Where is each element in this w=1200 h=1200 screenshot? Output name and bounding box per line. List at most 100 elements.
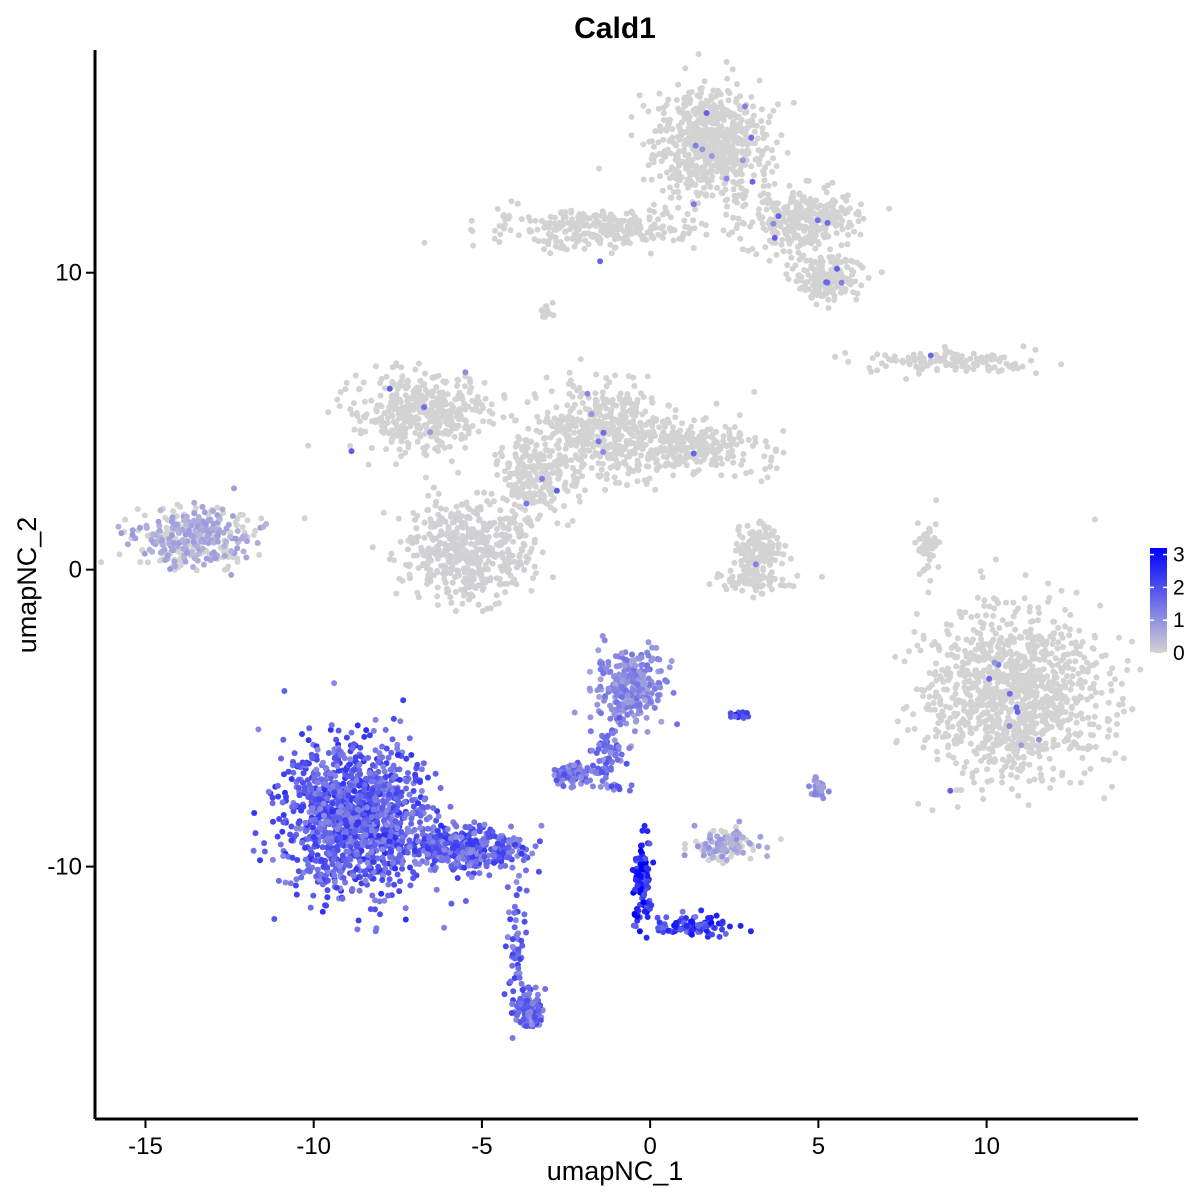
cell-point [1106,727,1113,733]
cell-point [555,420,562,426]
cell-point [736,136,743,143]
cell-point [740,451,747,457]
cell-point [646,475,653,482]
cell-point [676,124,683,131]
cell-point [1078,679,1085,686]
cell-point [743,136,750,143]
cell-point [748,552,755,559]
cell-point [547,434,554,441]
cell-point [746,538,753,545]
cell-point [857,231,864,238]
cell-point [608,406,615,413]
cell-point [505,526,512,533]
cell-point [424,413,431,419]
cell-point [923,704,930,711]
cell-point [571,429,578,436]
cell-point [382,421,389,428]
cell-point [351,426,358,433]
cell-point [1109,665,1116,672]
cell-point [771,575,778,582]
cell-point [792,223,799,230]
cell-point [1062,682,1069,689]
cell-point [934,756,941,763]
cell-point [500,414,507,421]
cell-point [1121,708,1127,715]
cell-point [237,511,244,518]
cell-point [998,698,1005,705]
cell-point [562,485,569,492]
cell-point [394,432,401,439]
cell-point [568,457,575,464]
cell-point [1028,729,1035,735]
cell-point [575,493,582,500]
cell-point [739,457,746,464]
cell-point [772,448,779,455]
cell-point [585,418,592,425]
cell-point [403,385,409,392]
cell-point [454,382,460,389]
cell-point [975,678,982,685]
cell-point [738,558,745,564]
cell-point [512,481,519,488]
cell-point [1018,634,1025,641]
cell-point [546,475,553,482]
cell-point [600,449,607,455]
cell-point [417,433,424,440]
cell-point [739,246,746,253]
cell-point [461,434,468,441]
cell-point [812,258,819,265]
cell-point [717,146,724,153]
cell-point [640,394,647,400]
cell-point [964,691,971,698]
cell-point [692,142,699,149]
cell-point [932,521,939,528]
chart-title: Cald1 [574,12,656,45]
cell-point [454,567,461,574]
cell-point [572,223,579,230]
cell-point [1012,608,1019,615]
cell-point [703,231,710,238]
cell-point [542,441,549,448]
cell-point [722,186,729,193]
cell-point [636,92,643,99]
cell-point [414,438,421,445]
cell-point [598,227,604,234]
cell-point [649,138,656,145]
cell-point [953,701,959,708]
cell-point [609,397,616,403]
cell-point [407,534,414,541]
cell-point [524,444,531,451]
cell-point [731,192,738,199]
cell-point [1137,666,1144,673]
cell-point [773,163,780,170]
cell-point [964,709,971,716]
cell-point [663,208,669,215]
cell-point [464,557,470,564]
cell-point [501,468,508,475]
cell-point [703,110,710,116]
cell-point [583,221,590,227]
cell-point [447,565,454,572]
cell-point [681,217,688,224]
cell-point [569,482,575,489]
cell-point [911,725,918,732]
cell-point [804,278,811,285]
cell-point [742,103,748,110]
cell-point [1072,639,1079,646]
cell-point [1055,707,1062,714]
cell-point [695,192,701,199]
cell-point [718,472,725,479]
cell-point [740,576,747,583]
cell-point [793,213,800,220]
cell-point [444,542,450,549]
cell-point [886,205,893,212]
cell-point [1036,753,1043,760]
cell-point [1062,606,1069,613]
cell-point [506,461,512,468]
cell-point [234,555,241,562]
cell-point [813,301,820,308]
cell-point [1067,779,1074,786]
cell-point [686,164,692,171]
cell-point [669,429,676,436]
cell-point [885,356,892,362]
